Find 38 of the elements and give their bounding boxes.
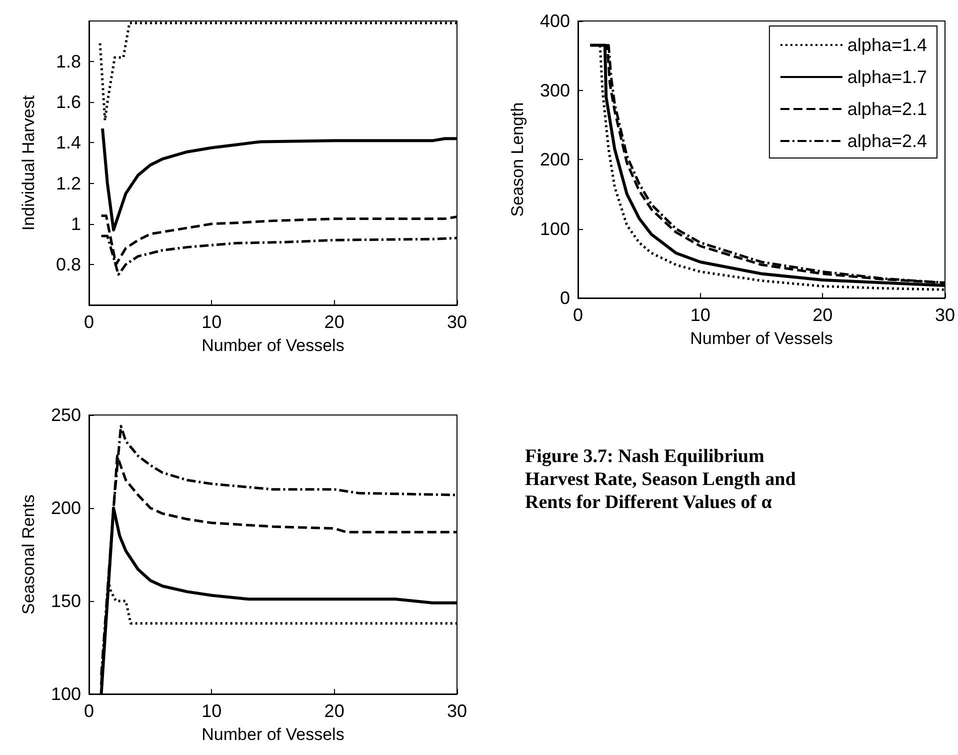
x-tick-label: 30	[446, 701, 468, 721]
y-axis-title: Individual Harvest	[19, 95, 38, 231]
y-tick-label: 200	[50, 498, 81, 518]
x-axis-title: Number of Vessels	[690, 329, 833, 348]
x-tick-label: 0	[84, 312, 94, 332]
x-axis-title: Number of Vessels	[202, 336, 344, 355]
x-tick-label: 0	[572, 305, 584, 325]
y-tick-label: 0.8	[56, 254, 81, 274]
legend-label: alpha=2.1	[847, 99, 927, 119]
x-tick-label: 10	[690, 305, 710, 325]
x-tick-label: 0	[84, 701, 94, 721]
y-tick-label: 1.4	[56, 132, 81, 153]
y-tick-label: 1	[70, 214, 81, 234]
x-tick-label: 10	[202, 701, 222, 721]
x-tick-label: 30	[934, 305, 956, 325]
x-tick-label: 30	[446, 312, 468, 332]
y-axis-title: Season Length	[508, 102, 527, 217]
y-tick-label: 250	[50, 405, 81, 425]
y-tick-label: 200	[540, 150, 570, 170]
y-tick-label: 1.2	[56, 173, 81, 194]
x-tick-label: 20	[812, 305, 833, 325]
y-tick-label: 100	[50, 684, 81, 704]
x-axis-title: Number of Vessels	[202, 725, 344, 744]
y-tick-label: 1.6	[56, 92, 81, 112]
legend-label: alpha=1.4	[847, 35, 927, 55]
x-tick-label: 20	[324, 312, 344, 332]
y-tick-label: 300	[540, 80, 570, 100]
legend-label: alpha=2.4	[847, 131, 927, 151]
text: Figure 3.7: Nash Equilibrium Harvest Rate, Season Length and Rents for Different Values of α	[525, 446, 801, 513]
y-tick-label: 100	[540, 218, 570, 239]
y-tick-label: 150	[50, 591, 81, 611]
y-axis-title: Seasonal Rents	[19, 494, 38, 615]
x-tick-label: 20	[324, 701, 344, 721]
y-tick-label: 400	[540, 11, 570, 31]
y-tick-label: 0	[560, 288, 570, 308]
y-tick-label: 1.8	[56, 52, 81, 72]
legend-label: alpha=1.7	[847, 67, 927, 87]
x-tick-label: 10	[202, 312, 222, 332]
